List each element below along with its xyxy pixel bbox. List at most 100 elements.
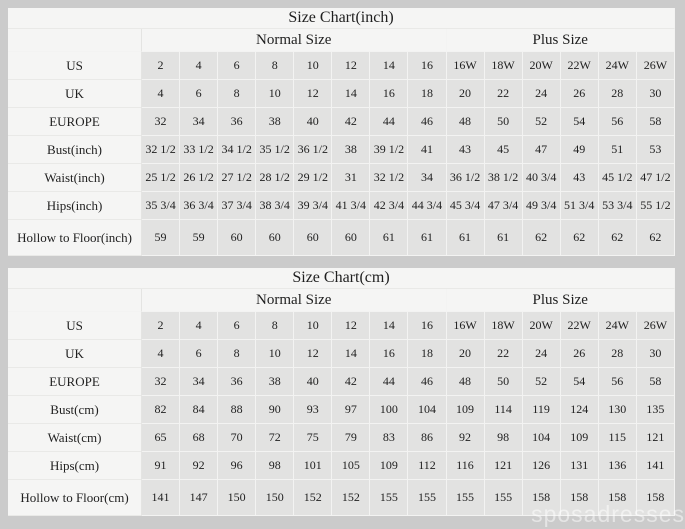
size-value-cell: 24W xyxy=(598,312,637,340)
size-value-cell: 47 3/4 xyxy=(484,192,523,220)
size-value-cell: 58 xyxy=(636,108,675,136)
size-value-cell: 116 xyxy=(446,452,485,480)
size-value-cell: 22 xyxy=(484,340,523,368)
size-value-cell: 4 xyxy=(180,312,219,340)
size-value-cell: 28 xyxy=(598,80,637,108)
size-value-cell: 26W xyxy=(636,52,675,80)
row-label: Hollow to Floor(cm) xyxy=(8,480,142,516)
table-row: US 2 4 6 8 10 12 14 16 16W 18W 20W 22W 24W 26W xyxy=(8,312,675,340)
size-value-cell: 61 xyxy=(484,220,523,256)
size-value-cell: 14 xyxy=(332,340,371,368)
size-value-cell: 4 xyxy=(142,80,181,108)
size-value-cell: 56 xyxy=(598,108,637,136)
row-label: Waist(cm) xyxy=(8,424,142,452)
size-value-cell: 14 xyxy=(370,52,409,80)
row-label: Waist(inch) xyxy=(8,164,142,192)
size-value-cell: 112 xyxy=(408,452,447,480)
size-value-cell: 86 xyxy=(408,424,447,452)
size-value-cell: 62 xyxy=(598,220,637,256)
size-value-cell: 44 xyxy=(370,108,409,136)
size-value-cell: 50 xyxy=(484,368,523,396)
size-value-cell: 62 xyxy=(522,220,561,256)
size-value-cell: 119 xyxy=(522,396,561,424)
size-value-cell: 26 xyxy=(560,340,599,368)
size-value-cell: 42 xyxy=(332,368,371,396)
corner-cell xyxy=(8,289,142,312)
size-value-cell: 41 3/4 xyxy=(332,192,371,220)
size-value-cell: 101 xyxy=(294,452,333,480)
size-value-cell: 2 xyxy=(142,52,181,80)
size-value-cell: 60 xyxy=(294,220,333,256)
size-value-cell: 39 1/2 xyxy=(370,136,409,164)
size-value-cell: 155 xyxy=(484,480,523,516)
table-row: Waist(inch) 25 1/2 26 1/2 27 1/2 28 1/2 29 1/… xyxy=(8,164,675,192)
size-value-cell: 38 xyxy=(256,108,295,136)
size-value-cell: 32 xyxy=(142,108,181,136)
size-value-cell: 35 3/4 xyxy=(142,192,181,220)
normal-size-header: Normal Size xyxy=(142,289,447,312)
size-value-cell: 54 xyxy=(560,368,599,396)
size-chart-cm-table: Size Chart(cm) Normal Size Plus Size US 2… xyxy=(8,268,675,516)
size-value-cell: 8 xyxy=(256,312,295,340)
size-value-cell: 92 xyxy=(446,424,485,452)
size-value-cell: 70 xyxy=(218,424,257,452)
size-value-cell: 109 xyxy=(560,424,599,452)
size-value-cell: 22 xyxy=(484,80,523,108)
size-value-cell: 44 xyxy=(370,368,409,396)
size-chart-inch-table: Size Chart(inch) Normal Size Plus Size U… xyxy=(8,8,675,256)
size-value-cell: 47 1/2 xyxy=(636,164,675,192)
corner-cell xyxy=(8,29,142,52)
size-value-cell: 60 xyxy=(218,220,257,256)
row-label: Bust(cm) xyxy=(8,396,142,424)
size-value-cell: 24W xyxy=(598,52,637,80)
size-value-cell: 60 xyxy=(332,220,371,256)
size-value-cell: 82 xyxy=(142,396,181,424)
size-value-cell: 61 xyxy=(370,220,409,256)
size-value-cell: 104 xyxy=(522,424,561,452)
size-value-cell: 135 xyxy=(636,396,675,424)
size-value-cell: 65 xyxy=(142,424,181,452)
size-value-cell: 121 xyxy=(484,452,523,480)
table-title: Size Chart(cm) xyxy=(8,268,675,289)
size-value-cell: 30 xyxy=(636,340,675,368)
size-value-cell: 12 xyxy=(294,80,333,108)
size-value-cell: 54 xyxy=(560,108,599,136)
size-value-cell: 83 xyxy=(370,424,409,452)
size-value-cell: 158 xyxy=(636,480,675,516)
size-value-cell: 98 xyxy=(484,424,523,452)
size-value-cell: 4 xyxy=(180,52,219,80)
size-value-cell: 16 xyxy=(370,340,409,368)
size-value-cell: 52 xyxy=(522,368,561,396)
size-value-cell: 36 3/4 xyxy=(180,192,219,220)
size-value-cell: 56 xyxy=(598,368,637,396)
table-row: Hips(cm) 91 92 96 98 101 105 109 112 116 121 126 131… xyxy=(8,452,675,480)
size-value-cell: 55 1/2 xyxy=(636,192,675,220)
size-value-cell: 91 xyxy=(142,452,181,480)
size-value-cell: 6 xyxy=(218,312,257,340)
size-value-cell: 152 xyxy=(294,480,333,516)
size-value-cell: 28 xyxy=(598,340,637,368)
size-value-cell: 59 xyxy=(142,220,181,256)
size-value-cell: 155 xyxy=(370,480,409,516)
size-value-cell: 155 xyxy=(446,480,485,516)
size-value-cell: 14 xyxy=(370,312,409,340)
size-value-cell: 58 xyxy=(636,368,675,396)
size-value-cell: 48 xyxy=(446,368,485,396)
size-value-cell: 141 xyxy=(142,480,181,516)
size-value-cell: 136 xyxy=(598,452,637,480)
size-value-cell: 109 xyxy=(446,396,485,424)
size-value-cell: 72 xyxy=(256,424,295,452)
size-value-cell: 6 xyxy=(180,340,219,368)
size-value-cell: 32 1/2 xyxy=(142,136,181,164)
row-label: US xyxy=(8,312,142,340)
size-value-cell: 48 xyxy=(446,108,485,136)
size-value-cell: 34 xyxy=(408,164,447,192)
size-value-cell: 49 xyxy=(560,136,599,164)
size-value-cell: 34 1/2 xyxy=(218,136,257,164)
size-value-cell: 158 xyxy=(522,480,561,516)
size-value-cell: 16W xyxy=(446,312,485,340)
size-value-cell: 18 xyxy=(408,80,447,108)
size-value-cell: 88 xyxy=(218,396,257,424)
size-value-cell: 34 xyxy=(180,368,219,396)
size-value-cell: 51 3/4 xyxy=(560,192,599,220)
